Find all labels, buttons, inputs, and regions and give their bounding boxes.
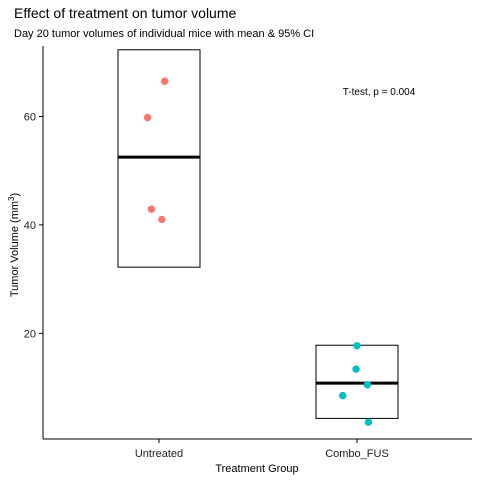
chart-title: Effect of treatment on tumor volume xyxy=(14,5,237,21)
data-point xyxy=(339,391,347,400)
plot-area: 20 40 60 Untreated Combo_FUS xyxy=(24,46,472,460)
data-point xyxy=(143,113,152,122)
y-tick-label: 60 xyxy=(24,111,36,123)
y-axis-label-close: ) xyxy=(9,193,21,197)
y-tick-label: 20 xyxy=(24,328,36,340)
x-tick-label: Untreated xyxy=(135,448,183,460)
y-tick-label: 40 xyxy=(24,220,36,232)
data-point xyxy=(363,381,372,389)
data-point xyxy=(147,205,156,213)
y-axis-label-main: Tumor Volume (mm xyxy=(9,201,21,297)
data-point xyxy=(161,77,169,85)
data-point xyxy=(158,215,166,224)
annotation-text: T-test, p = 0.004 xyxy=(343,87,416,98)
y-axis-label-superscript: 3 xyxy=(7,196,16,201)
x-tick-label: Combo_FUS xyxy=(325,448,389,460)
data-point xyxy=(353,342,361,350)
chart-subtitle: Day 20 tumor volumes of individual mice … xyxy=(14,28,314,40)
data-point xyxy=(364,418,373,426)
y-axis-label: Tumor Volume (mm3) xyxy=(7,193,22,297)
x-axis-label: Treatment Group xyxy=(215,463,298,475)
data-point xyxy=(352,365,360,373)
